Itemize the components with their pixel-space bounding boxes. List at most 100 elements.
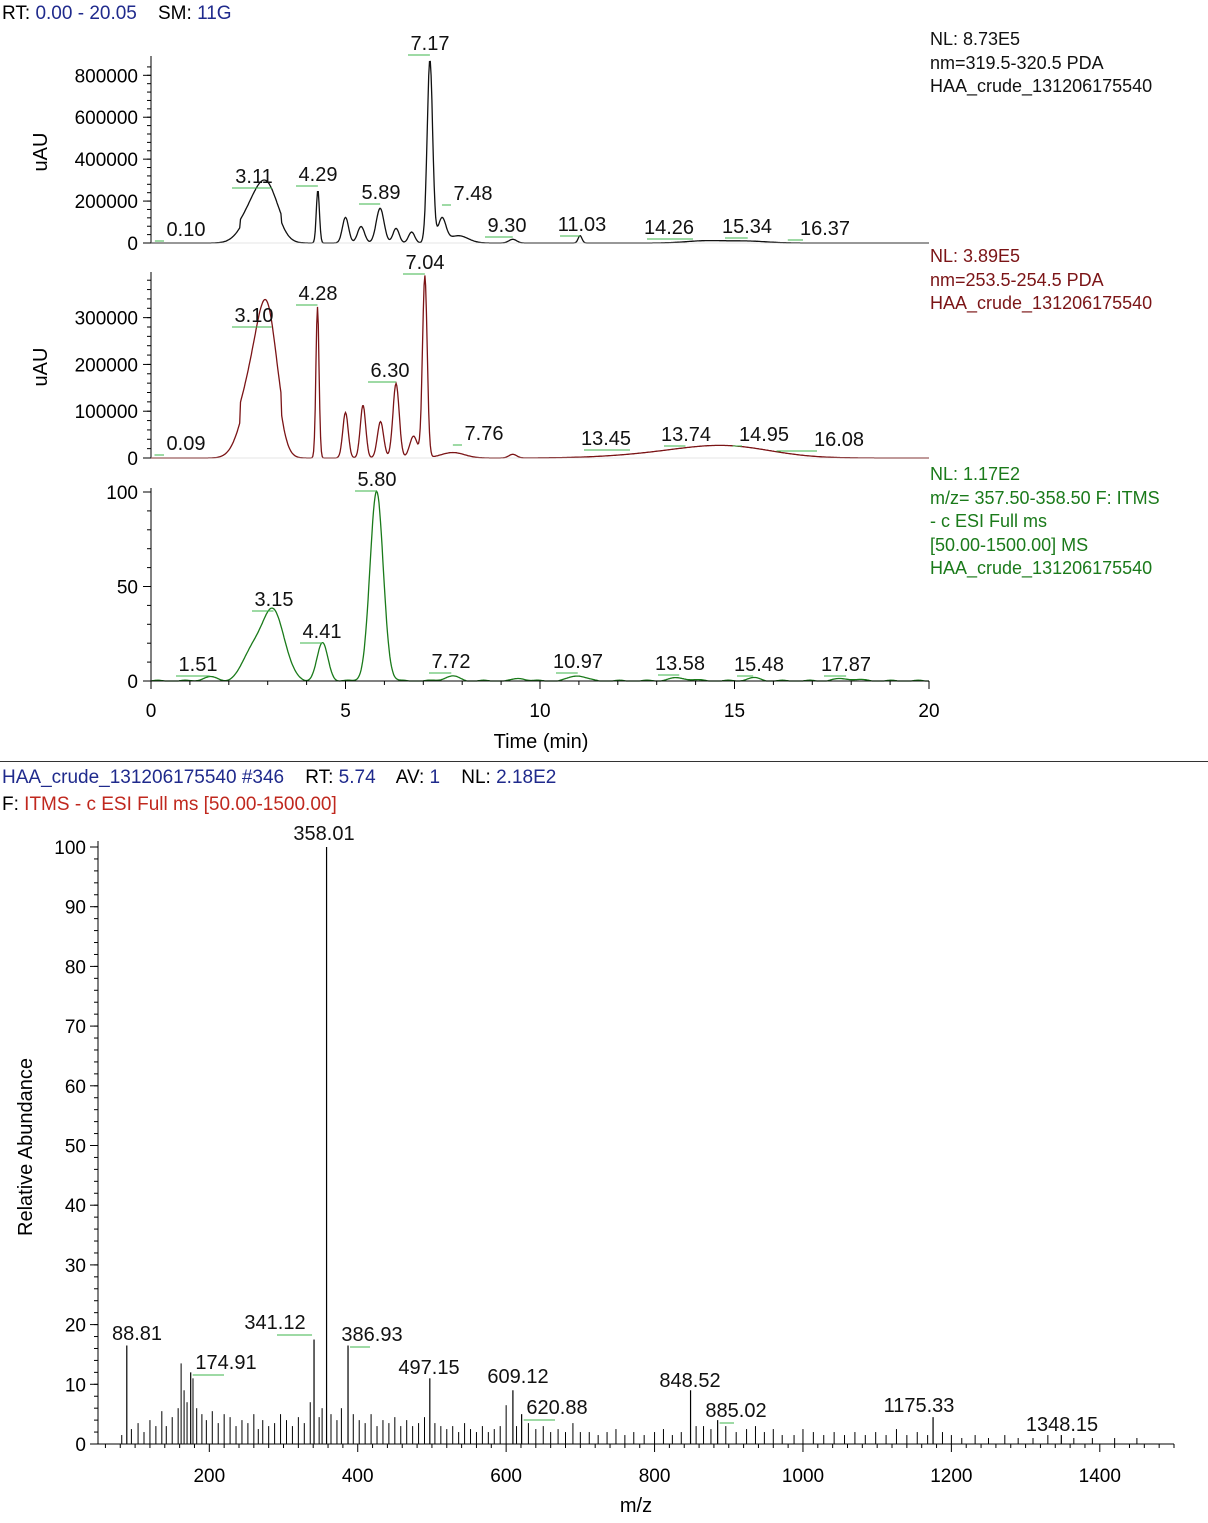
peak-label: 7.76 [465, 423, 504, 445]
peak-label: 620.88 [526, 1397, 587, 1419]
y-axis-label: uAU [30, 133, 52, 172]
sm-value: 11G [197, 3, 232, 24]
spectrum-nl-key: NL: [461, 767, 491, 788]
trace1-info-line: HAA_crude_131206175540 [930, 76, 1153, 96]
peak-label: 4.28 [299, 283, 338, 305]
x-tick-label: 1000 [782, 1466, 824, 1487]
peak-label: 3.11 [235, 166, 272, 188]
peak-label: 386.93 [341, 1324, 402, 1346]
y-tick-label: 100 [54, 838, 86, 859]
peak-label: 1.51 [179, 654, 218, 676]
y-tick-label: 60 [65, 1077, 86, 1098]
y-tick-label: 50 [65, 1137, 86, 1158]
peak-label: 15.34 [722, 216, 772, 238]
peak-label: 13.45 [581, 428, 631, 450]
y-tick-label: 50 [117, 578, 138, 599]
x-tick-label: 10 [529, 701, 550, 722]
peak-label: 1175.33 [884, 1395, 955, 1417]
peak-label: 15.48 [734, 654, 784, 676]
trace2-info-line: NL: 3.89E5 [930, 246, 1021, 266]
y-tick-label: 100 [106, 483, 138, 504]
x-tick-label: 400 [342, 1466, 374, 1487]
y-tick-label: 600000 [75, 108, 138, 129]
x-tick-label: 15 [724, 701, 745, 722]
peak-label: 4.41 [303, 621, 342, 643]
spectrum-rt-key: RT: [305, 767, 334, 788]
trace-line [151, 60, 929, 244]
trace1-info-line: nm=319.5-320.5 PDA [930, 52, 1104, 73]
x-tick-label: 1200 [930, 1466, 972, 1487]
peak-label: 14.95 [739, 424, 789, 446]
peak-label: 7.04 [406, 252, 445, 274]
spectrum-file: HAA_crude_131206175540 [2, 767, 237, 788]
spectrum-rt-value: 5.74 [338, 767, 376, 788]
trace1-info: NL: 8.73E5 nm=319.5-320.5 PDA HAA_crude_… [930, 28, 1152, 99]
x-axis-label: m/z [620, 1495, 652, 1517]
x-tick-label: 5 [340, 701, 351, 722]
rt-value: 0.00 - 20.05 [35, 3, 137, 24]
trace3-info-line: [50.00-1500.00] MS [930, 534, 1089, 555]
y-tick-label: 90 [65, 898, 86, 919]
peak-label: 9.30 [488, 215, 527, 237]
peak-label: 5.80 [358, 469, 397, 491]
x-tick-label: 1400 [1079, 1466, 1121, 1487]
filter-value: ITMS - c ESI Full ms [50.00-1500.00] [24, 794, 337, 815]
spectrum-av-value: 1 [429, 767, 441, 788]
y-tick-label: 400000 [75, 150, 138, 171]
trace1-info-line: NL: 8.73E5 [930, 29, 1021, 49]
y-axis-label: uAU [30, 348, 52, 387]
y-tick-label: 80 [65, 957, 86, 978]
trace-line [151, 275, 929, 459]
y-tick-label: 30 [65, 1256, 86, 1277]
rt-key: RT: [2, 3, 31, 24]
peak-label: 13.58 [655, 653, 705, 675]
spectrum-scan: #346 [241, 767, 285, 788]
peak-label: 174.91 [195, 1352, 256, 1374]
trace3-info-line: m/z= 357.50-358.50 F: ITMS [930, 487, 1160, 508]
peak-label: 609.12 [487, 1366, 548, 1388]
trace3-info-line: HAA_crude_131206175540 [930, 558, 1153, 578]
peak-label: 341.12 [244, 1312, 305, 1334]
panel-divider [0, 761, 1208, 762]
y-tick-label: 40 [65, 1196, 86, 1217]
peak-label: 7.17 [411, 33, 450, 55]
spectrum-header: HAA_crude_131206175540 #346 RT: 5.74 AV:… [2, 767, 556, 789]
trace2-info-line: HAA_crude_131206175540 [930, 293, 1153, 313]
y-tick-label: 0 [127, 234, 138, 255]
peak-label: 0.09 [167, 433, 206, 455]
peak-label: 1348.15 [1026, 1414, 1098, 1436]
peak-label: 14.26 [644, 217, 694, 239]
peak-label: 16.08 [814, 429, 864, 451]
peak-label: 13.74 [661, 424, 711, 446]
trace-line [150, 490, 929, 682]
x-axis-label: Time (min) [494, 731, 589, 753]
spectrum-av-key: AV: [395, 767, 425, 788]
peak-label: 358.01 [293, 823, 354, 845]
y-axis-label: Relative Abundance [15, 1058, 37, 1236]
x-tick-label: 800 [639, 1466, 671, 1487]
trace2-info-line: nm=253.5-254.5 PDA [930, 269, 1104, 290]
peak-label: 497.15 [398, 1357, 459, 1379]
y-tick-label: 10 [65, 1375, 86, 1396]
peak-label: 4.29 [299, 164, 338, 186]
peak-label: 6.30 [371, 360, 410, 382]
peak-label: 0.10 [167, 219, 206, 241]
x-tick-label: 20 [918, 701, 939, 722]
y-tick-label: 800000 [75, 66, 138, 87]
peak-label: 5.89 [362, 182, 401, 204]
sm-key: SM: [158, 3, 192, 24]
trace3-info-line: - c ESI Full ms [930, 511, 1048, 531]
peak-label: 7.72 [432, 651, 471, 673]
peak-label: 3.15 [255, 589, 294, 611]
y-tick-label: 20 [65, 1316, 86, 1337]
filter-key: F: [2, 794, 19, 815]
peak-label: 10.97 [553, 651, 603, 673]
spectrum-filter: F: ITMS - c ESI Full ms [50.00-1500.00] [2, 794, 337, 816]
x-tick-label: 0 [146, 701, 157, 722]
y-tick-label: 300000 [75, 309, 138, 330]
y-tick-label: 70 [65, 1017, 86, 1038]
y-tick-label: 200000 [75, 355, 138, 376]
y-tick-label: 100000 [75, 402, 138, 423]
y-tick-label: 0 [75, 1435, 86, 1456]
